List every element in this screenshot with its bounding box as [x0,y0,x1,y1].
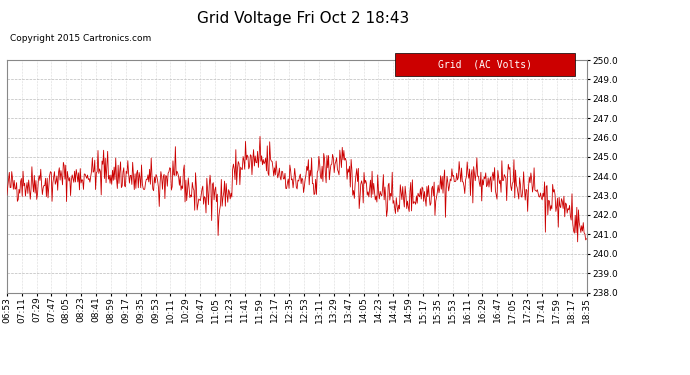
Text: Grid Voltage Fri Oct 2 18:43: Grid Voltage Fri Oct 2 18:43 [197,11,410,26]
FancyBboxPatch shape [395,53,575,76]
Text: Copyright 2015 Cartronics.com: Copyright 2015 Cartronics.com [10,34,152,43]
Text: Grid  (AC Volts): Grid (AC Volts) [438,60,532,70]
